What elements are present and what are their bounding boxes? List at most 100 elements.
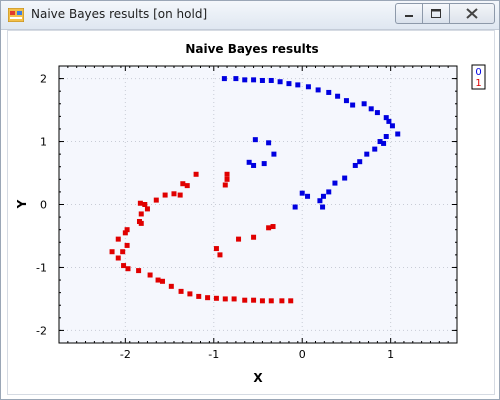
data-point-class-1 — [142, 202, 148, 207]
data-point-class-1 — [153, 197, 159, 203]
data-point-class-0 — [305, 84, 311, 90]
data-point-class-0 — [251, 162, 257, 168]
data-point-class-0 — [286, 81, 292, 87]
data-point-class-0 — [395, 131, 401, 137]
data-point-class-1 — [159, 278, 165, 284]
data-point-class-1 — [270, 224, 276, 230]
data-point-class-1 — [251, 234, 257, 240]
data-point-class-1 — [177, 192, 183, 198]
data-point-class-1 — [124, 227, 130, 233]
data-point-class-1 — [168, 283, 174, 289]
data-point-class-1 — [222, 182, 228, 188]
data-point-class-0 — [259, 77, 265, 83]
maximize-button[interactable] — [422, 3, 449, 24]
data-point-class-1 — [120, 249, 126, 255]
data-point-class-1 — [121, 263, 127, 269]
close-icon — [466, 8, 478, 19]
data-point-class-0 — [374, 110, 380, 116]
data-point-class-0 — [352, 162, 358, 168]
y-tick-label: -1 — [36, 261, 47, 274]
data-point-class-0 — [261, 161, 267, 167]
data-point-class-1 — [213, 295, 219, 301]
data-point-class-1 — [138, 220, 144, 226]
window-title: Naive Bayes results [on hold] — [31, 7, 208, 21]
data-point-class-1 — [144, 206, 150, 212]
data-point-class-1 — [109, 249, 115, 255]
title-bar[interactable]: Naive Bayes results [on hold] — [1, 1, 499, 30]
y-tick-label: 1 — [40, 136, 47, 149]
data-point-class-1 — [205, 295, 211, 301]
data-point-class-0 — [326, 189, 332, 195]
data-point-class-1 — [137, 200, 143, 206]
data-point-class-0 — [320, 193, 326, 199]
restore-icon — [431, 9, 441, 18]
data-point-class-0 — [266, 140, 272, 146]
data-point-class-1 — [217, 252, 223, 258]
data-point-class-0 — [251, 77, 257, 83]
data-point-class-1 — [138, 211, 144, 217]
legend-item-1: 1 — [475, 78, 481, 89]
minimize-icon — [405, 15, 413, 17]
data-point-class-0 — [292, 204, 298, 210]
data-point-class-0 — [377, 139, 383, 145]
data-point-class-1 — [147, 272, 153, 278]
app-icon — [8, 8, 24, 22]
x-tick-label: 0 — [299, 348, 306, 361]
data-point-class-0 — [364, 151, 370, 157]
data-point-class-1 — [231, 296, 237, 302]
data-point-class-0 — [389, 123, 395, 129]
x-tick-label: -1 — [208, 348, 219, 361]
data-point-class-1 — [136, 268, 142, 274]
data-point-class-1 — [259, 298, 265, 304]
legend: 01 — [471, 64, 486, 90]
data-point-class-1 — [125, 266, 131, 272]
data-point-class-1 — [171, 191, 177, 197]
data-point-class-1 — [162, 192, 168, 198]
data-point-class-0 — [299, 190, 305, 196]
data-points — [109, 76, 401, 304]
x-axis-title: X — [253, 371, 263, 385]
data-point-class-0 — [317, 198, 323, 204]
axis-ticks — [58, 65, 458, 344]
window-controls — [395, 3, 495, 24]
data-point-class-1 — [224, 171, 230, 177]
data-point-class-1 — [178, 288, 184, 294]
data-point-class-0 — [332, 180, 338, 186]
data-point-class-0 — [221, 76, 227, 82]
data-point-class-0 — [350, 102, 356, 108]
data-point-class-1 — [155, 277, 161, 283]
data-point-class-1 — [213, 246, 219, 252]
data-point-class-1 — [288, 298, 294, 304]
data-point-class-0 — [295, 82, 301, 88]
close-button[interactable] — [449, 3, 495, 24]
y-axis-title: Y — [15, 199, 29, 209]
data-point-class-0 — [277, 79, 283, 85]
data-point-class-1 — [251, 297, 257, 303]
data-point-class-0 — [383, 115, 389, 121]
data-point-class-1 — [115, 255, 121, 261]
data-point-class-1 — [279, 298, 285, 304]
x-tick-label: 1 — [387, 348, 394, 361]
data-point-class-0 — [368, 106, 374, 112]
y-tick-label: -2 — [36, 324, 47, 337]
data-point-class-0 — [315, 87, 321, 93]
data-point-class-1 — [268, 298, 274, 304]
legend-item-0: 0 — [475, 67, 481, 78]
data-point-class-1 — [242, 297, 248, 303]
data-point-class-0 — [335, 93, 341, 99]
data-point-class-0 — [242, 77, 248, 83]
data-point-class-0 — [326, 89, 332, 95]
data-point-class-0 — [372, 146, 378, 152]
data-point-class-1 — [222, 296, 228, 302]
data-point-class-1 — [196, 293, 202, 299]
y-tick-label: 2 — [40, 73, 47, 86]
minimize-button[interactable] — [395, 3, 422, 24]
y-tick-label: 0 — [40, 199, 47, 212]
tick-labels: -2 -1 0 1 -2 -1 0 1 2 — [36, 73, 394, 361]
data-point-class-0 — [233, 76, 239, 82]
data-point-class-0 — [268, 77, 274, 83]
x-tick-label: -2 — [120, 348, 131, 361]
